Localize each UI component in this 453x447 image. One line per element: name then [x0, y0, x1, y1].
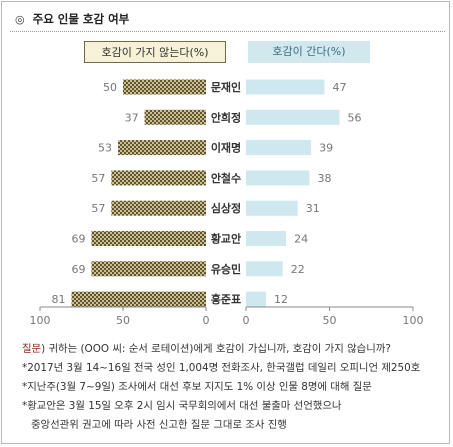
data-label-like: 12 — [274, 293, 288, 306]
data-label-dislike: 57 — [91, 172, 105, 185]
question-line: 질문) 귀하는 (OOO 씨: 순서 로테이션)에게 호감이 가십니까, 호감이… — [22, 340, 420, 359]
right-axis-tick-label: 0 — [243, 314, 250, 327]
bar-chart: 50 47 문재인 37 56 안희정 53 39 이재명 57 38 안철수 57 31 심상정 69 24 황… — [30, 79, 424, 327]
data-label-like: 38 — [317, 172, 331, 185]
category-label: 황교안 — [211, 232, 241, 246]
bar-dislike — [123, 79, 206, 95]
category-label: 유승민 — [211, 262, 241, 276]
data-label-like: 24 — [294, 233, 308, 246]
category-label: 이재명 — [211, 141, 241, 155]
chart-marks: 50 47 문재인 37 56 안희정 53 39 이재명 57 38 안철수 57 31 심상정 69 24 황… — [30, 79, 424, 327]
footnote-line: *황교안은 3월 15일 오후 2시 임시 국무회의에서 대선 불출마 선언했으… — [22, 400, 342, 412]
bar-like — [246, 261, 283, 277]
bar-like — [246, 140, 312, 156]
bar-dislike — [71, 291, 206, 307]
question-text: 귀하는 (OOO 씨: 순서 로테이션)에게 호감이 가십니까, 호감이 가지 … — [48, 343, 391, 355]
bar-like — [246, 200, 298, 216]
category-label: 안철수 — [211, 171, 241, 185]
question-label: 질문) — [22, 343, 46, 355]
footnote-line: 중앙선관위 권고에 따라 사전 신고한 질문 그대로 조사 진행 — [31, 419, 287, 431]
category-label: 홍준표 — [211, 292, 241, 306]
left-axis-tick-label: 50 — [116, 314, 130, 327]
title-row: ◎ 주요 인물 호감 여부 — [15, 9, 129, 29]
bar-like — [246, 231, 287, 246]
bar-dislike — [111, 170, 206, 186]
bullseye-icon: ◎ — [15, 12, 25, 26]
category-label: 심상정 — [211, 201, 241, 215]
left-axis-tick-label: 0 — [203, 314, 210, 327]
data-label-dislike: 69 — [71, 263, 85, 276]
title-divider — [10, 31, 445, 32]
category-label: 안희정 — [211, 110, 241, 124]
data-label-like: 47 — [332, 81, 346, 94]
left-axis-tick-label: 100 — [30, 314, 51, 327]
data-label-like: 39 — [319, 142, 333, 155]
footnote-line: *지난주(3월 7~9일) 조사에서 대선 후보 지지도 1% 이상 인물 8명… — [22, 381, 372, 393]
data-label-dislike: 81 — [52, 293, 66, 306]
right-axis-tick-label: 50 — [323, 314, 337, 327]
bar-dislike — [118, 140, 206, 156]
data-label-dislike: 37 — [125, 111, 139, 124]
right-axis-tick-label: 100 — [403, 314, 424, 327]
bar-like — [246, 291, 267, 307]
bar-dislike — [144, 109, 206, 125]
bar-dislike — [91, 261, 206, 277]
bar-like — [246, 170, 310, 186]
data-label-dislike: 69 — [71, 233, 85, 246]
bar-dislike — [91, 231, 206, 246]
bar-like — [246, 109, 340, 125]
data-label-dislike: 57 — [91, 202, 105, 215]
legend-dislike: 호감이 가지 않는다(%) — [84, 41, 226, 63]
footnotes: 질문) 귀하는 (OOO 씨: 순서 로테이션)에게 호감이 가십니까, 호감이… — [22, 340, 420, 435]
data-label-dislike: 53 — [98, 142, 112, 155]
data-label-like: 31 — [306, 202, 320, 215]
footnote-line: *2017년 3월 14~16일 전국 성인 1,004명 전화조사, 한국갤럽… — [22, 362, 421, 374]
legend-like: 호감이 간다(%) — [248, 41, 370, 63]
data-label-like: 22 — [291, 263, 305, 276]
bar-like — [246, 79, 325, 95]
chart-title: 주요 인물 호감 여부 — [32, 12, 130, 26]
bar-dislike — [111, 200, 206, 216]
data-label-like: 56 — [348, 111, 362, 124]
data-label-dislike: 50 — [103, 81, 117, 94]
category-label: 문재인 — [211, 80, 241, 94]
